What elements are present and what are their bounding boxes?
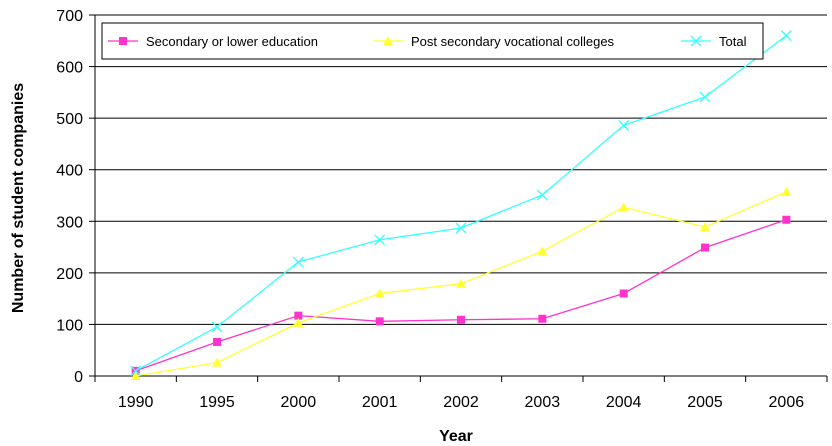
x-axis-title: Year [439, 428, 473, 445]
data-point [212, 357, 222, 367]
data-point [537, 246, 548, 256]
legend: Secondary or lower education Post seconda… [101, 22, 764, 60]
x-tick-label: 1990 [118, 394, 154, 411]
data-point [699, 91, 711, 103]
y-tick-label: 200 [56, 266, 83, 283]
x-tick-label: 2005 [687, 394, 723, 411]
gridlines [89, 14, 827, 377]
data-point [782, 215, 791, 224]
y-axis-tick-labels: 0 100 200 300 400 500 600 700 [56, 8, 83, 386]
series-3 [130, 30, 792, 377]
x-tick-label: 2003 [525, 394, 561, 411]
x-tick-label: 2002 [443, 394, 479, 411]
data-point [292, 256, 304, 268]
x-axis-tick-labels: 1990 1995 2000 2001 2002 2003 2004 2005 2006 [118, 394, 804, 411]
x-tick-label: 2006 [769, 394, 805, 411]
data-point [618, 119, 630, 131]
y-tick-label: 600 [56, 60, 83, 77]
legend-item: Post secondary vocational colleges [373, 34, 615, 49]
data-point [457, 315, 465, 324]
data-point [211, 321, 223, 333]
legend-label: Total [719, 34, 747, 49]
series-group [130, 30, 792, 380]
x-tick-label: 2000 [281, 394, 317, 411]
legend-item: Total [681, 34, 747, 49]
data-point [375, 317, 384, 326]
data-point [619, 289, 628, 298]
data-point [455, 222, 467, 234]
data-point [130, 365, 142, 377]
y-tick-label: 100 [56, 317, 83, 334]
legend-box [101, 22, 764, 60]
data-point [293, 317, 304, 327]
y-tick-label: 300 [56, 214, 83, 231]
legend-marker [383, 36, 393, 45]
x-tick-label: 2001 [362, 394, 398, 411]
x-tick-label: 2004 [606, 394, 642, 411]
legend-label: Secondary or lower education [146, 34, 318, 49]
data-point [374, 288, 385, 298]
data-point [456, 278, 466, 288]
y-axis-title: Number of student companies [10, 83, 27, 313]
data-point [780, 30, 792, 42]
data-point [701, 243, 709, 252]
data-point [538, 314, 547, 323]
legend-item: Secondary or lower education [108, 34, 318, 49]
axes [94, 15, 828, 382]
x-tick-label: 1995 [199, 394, 235, 411]
data-point [374, 234, 386, 246]
data-point [781, 186, 792, 196]
series-2 [130, 186, 792, 380]
y-tick-label: 700 [56, 8, 83, 25]
data-point [294, 311, 303, 320]
legend-marker [119, 37, 127, 45]
data-point [700, 221, 710, 231]
data-point [536, 189, 548, 201]
y-tick-label: 400 [56, 163, 83, 180]
data-point [130, 371, 141, 380]
legend-marker [690, 35, 702, 47]
y-tick-label: 0 [74, 369, 83, 386]
data-point [213, 337, 221, 346]
data-point [618, 202, 629, 212]
legend-label: Post secondary vocational colleges [411, 34, 615, 49]
y-tick-label: 500 [56, 111, 83, 128]
